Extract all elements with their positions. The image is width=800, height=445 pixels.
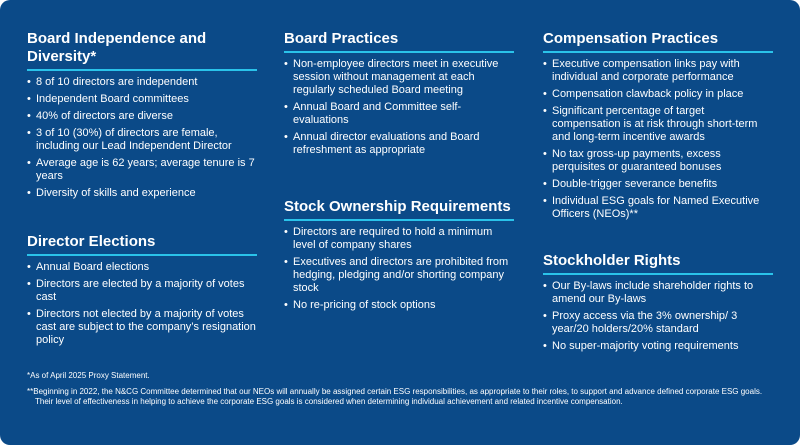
section: Director Elections Annual Board elections… (27, 233, 257, 351)
section-title: Director Elections (27, 233, 257, 256)
bullet-item: No re-pricing of stock options (284, 299, 514, 312)
section: Stock Ownership Requirements Directors ar… (284, 198, 514, 316)
section: Stockholder Rights Our By-laws include sh… (543, 252, 773, 357)
bullet-list: Annual Board elections Directors are elec… (27, 261, 257, 347)
bullet-list: Directors are required to hold a minimum… (284, 226, 514, 312)
bullet-item: Executive compensation links pay with in… (543, 58, 773, 84)
section: Compensation Practices Executive compensa… (543, 30, 773, 225)
bullet-item: Directors are elected by a majority of v… (27, 278, 257, 304)
bullet-item: Individual ESG goals for Named Executive… (543, 195, 773, 221)
bullet-item: Significant percentage of target compens… (543, 105, 773, 144)
bullet-item: Proxy access via the 3% ownership/ 3 yea… (543, 310, 773, 336)
bullet-item: Annual Board and Committee self-evaluati… (284, 101, 514, 127)
bullet-item: Directors are required to hold a minimum… (284, 226, 514, 252)
bullet-list: Executive compensation links pay with in… (543, 58, 773, 221)
bullet-item: Directors not elected by a majority of v… (27, 308, 257, 347)
bullet-item: No super-majority voting requirements (543, 340, 773, 353)
bullet-item: Diversity of skills and experience (27, 187, 257, 200)
bullet-item: Our By-laws include shareholder rights t… (543, 280, 773, 306)
bullet-item: 3 of 10 (30%) of directors are female, i… (27, 127, 257, 153)
bullet-item: Non-employee directors meet in executive… (284, 58, 514, 97)
bullet-item: Executives and directors are prohibited … (284, 256, 514, 295)
bullet-item: Compensation clawback policy in place (543, 88, 773, 101)
footnote: *As of April 2025 Proxy Statement. (27, 371, 150, 380)
bullet-item: Average age is 62 years; average tenure … (27, 157, 257, 183)
bullet-list: 8 of 10 directors are independent Indepen… (27, 76, 257, 200)
bullet-item: Independent Board committees (27, 93, 257, 106)
section: Board Independence and Diversity* 8 of 10… (27, 30, 257, 204)
bullet-list: Our By-laws include shareholder rights t… (543, 280, 773, 353)
bullet-item: Double-trigger severance benefits (543, 178, 773, 191)
footnote: **Beginning in 2022, the N&CG Committee … (27, 387, 763, 406)
bullet-item: 40% of directors are diverse (27, 110, 257, 123)
bullet-item: Annual Board elections (27, 261, 257, 274)
bullet-item: No tax gross-up payments, excess perquis… (543, 148, 773, 174)
bullet-item: Annual director evaluations and Board re… (284, 131, 514, 157)
section: Board Practices Non-employee directors me… (284, 30, 514, 161)
section-title: Board Independence and Diversity* (27, 30, 257, 71)
bullet-item: 8 of 10 directors are independent (27, 76, 257, 89)
bullet-list: Non-employee directors meet in executive… (284, 58, 514, 157)
section-title: Stock Ownership Requirements (284, 198, 514, 221)
section-title: Stockholder Rights (543, 252, 773, 275)
section-title: Compensation Practices (543, 30, 773, 53)
section-title: Board Practices (284, 30, 514, 53)
